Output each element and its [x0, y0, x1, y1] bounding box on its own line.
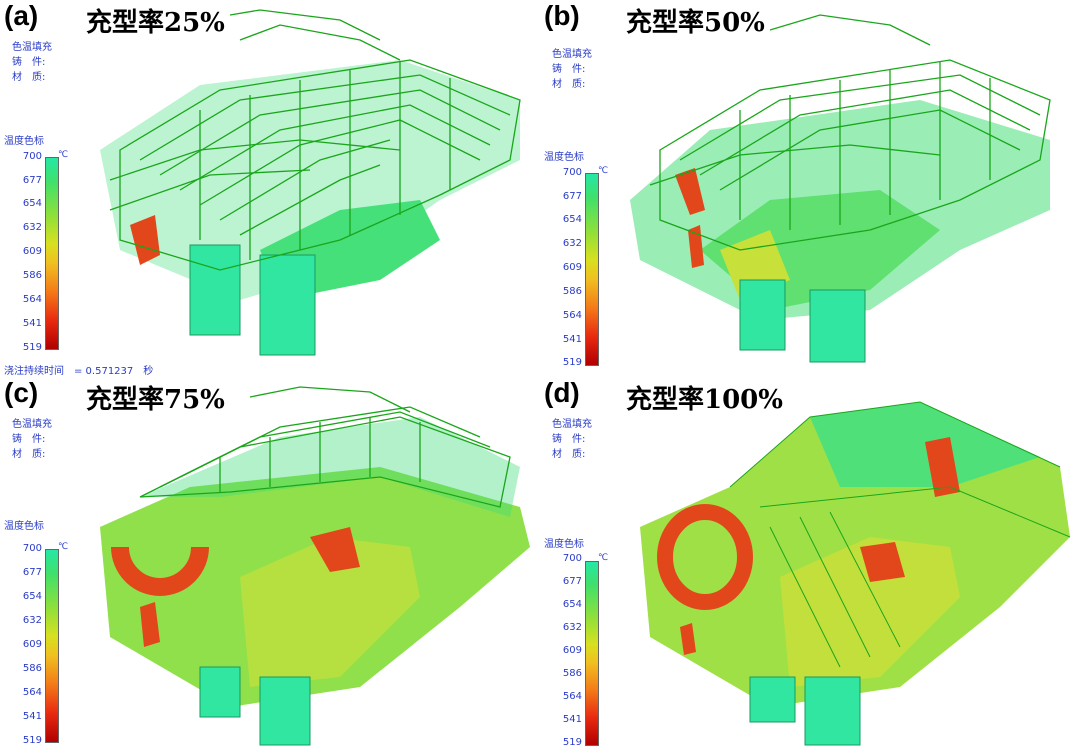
- tick-label: 541: [22, 711, 42, 722]
- info-block: 色温填充 铸 件: 材 质:: [12, 417, 52, 462]
- temperature-colorbar: [45, 549, 59, 743]
- unfilled-wireframe: [649, 14, 1051, 251]
- info-block: 色温填充 铸 件: 材 质:: [552, 417, 592, 462]
- color-scale-title: 温度色标: [544, 152, 584, 163]
- tick-label: 519: [562, 357, 582, 368]
- info-line-casting: 铸 件:: [12, 434, 46, 445]
- panel-title: 充型率75%: [86, 385, 225, 415]
- tick-label: 632: [22, 222, 42, 233]
- temperature-colorbar: [45, 157, 59, 350]
- color-scale-title: 温度色标: [4, 136, 44, 147]
- casting-body: [640, 402, 1070, 746]
- tick-label: 564: [22, 294, 42, 305]
- info-block: 色温填充 铸 件: 材 质:: [12, 40, 52, 85]
- info-line-material: 材 质:: [552, 79, 586, 90]
- panel-title: 充型率50%: [626, 8, 765, 38]
- info-line-material: 材 质:: [12, 449, 46, 460]
- info-line-casting: 铸 件:: [552, 434, 586, 445]
- info-line-fill: 色温填充: [12, 42, 52, 53]
- casting-model-render: [100, 9, 521, 356]
- tick-label: 632: [22, 615, 42, 626]
- panel-label: (b): [544, 0, 580, 31]
- casting-body: [100, 60, 520, 356]
- panel-label: (a): [4, 0, 39, 31]
- casting-body: [100, 417, 530, 746]
- tick-label: 677: [22, 175, 42, 186]
- tick-label: 609: [562, 645, 582, 656]
- color-scale-unit: ℃: [58, 542, 69, 552]
- tick-label: 654: [22, 591, 42, 602]
- info-line-fill: 色温填充: [12, 419, 52, 430]
- tick-label: 609: [562, 262, 582, 273]
- info-line-casting: 铸 件:: [12, 57, 46, 68]
- tick-label: 654: [22, 198, 42, 209]
- tick-label: 586: [22, 663, 42, 674]
- tick-label: 700: [22, 543, 42, 554]
- tick-label: 541: [562, 334, 582, 345]
- unfilled-wireframe: [109, 9, 521, 271]
- color-scale-title: 温度色标: [4, 521, 44, 532]
- color-scale-title: 温度色标: [544, 539, 584, 550]
- tick-label: 541: [562, 714, 582, 725]
- casting-model-render: [630, 14, 1051, 363]
- panel-title: 充型率25%: [86, 8, 225, 38]
- color-scale-unit: ℃: [598, 553, 609, 563]
- tick-label: 519: [22, 342, 42, 353]
- tick-label: 609: [22, 246, 42, 257]
- tick-label: 586: [562, 668, 582, 679]
- color-scale-unit: ℃: [598, 166, 609, 176]
- tick-label: 632: [562, 238, 582, 249]
- info-line-fill: 色温填充: [552, 49, 592, 60]
- panel-label: (c): [4, 377, 39, 408]
- tick-label: 700: [562, 553, 582, 564]
- tick-label: 541: [22, 318, 42, 329]
- tick-label: 564: [562, 691, 582, 702]
- pour-time-readout: 浇注持续时间 = 0.571237 秒: [4, 366, 154, 376]
- info-line-casting: 铸 件:: [552, 64, 586, 75]
- info-block: 色温填充 铸 件: 材 质:: [552, 47, 592, 92]
- tick-label: 586: [22, 270, 42, 281]
- info-line-material: 材 质:: [552, 449, 586, 460]
- tick-label: 654: [562, 599, 582, 610]
- casting-model-render: [640, 401, 1071, 746]
- tick-label: 564: [22, 687, 42, 698]
- panel-c: (c) 充型率75% 色温填充 铸 件: 材 质: 温度色标 ℃ 700 677…: [0, 377, 540, 753]
- tick-label: 654: [562, 214, 582, 225]
- tick-label: 586: [562, 286, 582, 297]
- tick-label: 519: [22, 735, 42, 746]
- tick-label: 519: [562, 737, 582, 748]
- panel-title: 充型率100%: [626, 385, 783, 415]
- tick-label: 700: [562, 167, 582, 178]
- info-line-fill: 色温填充: [552, 419, 592, 430]
- info-line-material: 材 质:: [12, 72, 46, 83]
- unfilled-wireframe: [139, 386, 511, 508]
- panel-label: (d): [544, 377, 580, 408]
- tick-label: 632: [562, 622, 582, 633]
- tick-label: 609: [22, 639, 42, 650]
- panel-a: (a) 充型率25% 色温填充 铸 件: 材 质: 温度色标 ℃ 700 677…: [0, 0, 540, 376]
- temperature-colorbar: [585, 173, 599, 366]
- panel-d: (d) 充型率100% 色温填充 铸 件: 材 质: 温度色标 ℃ 700 67…: [540, 377, 1080, 753]
- tick-label: 700: [22, 151, 42, 162]
- casting-model-render: [100, 386, 530, 746]
- surface-edges: [729, 401, 1071, 668]
- tick-label: 677: [562, 576, 582, 587]
- temperature-colorbar: [585, 561, 599, 746]
- panel-b: (b) 充型率50% 色温填充 铸 件: 材 质: 温度色标 ℃ 700 677…: [540, 0, 1080, 376]
- color-scale-unit: ℃: [58, 150, 69, 160]
- tick-label: 677: [22, 567, 42, 578]
- tick-label: 564: [562, 310, 582, 321]
- tick-label: 677: [562, 191, 582, 202]
